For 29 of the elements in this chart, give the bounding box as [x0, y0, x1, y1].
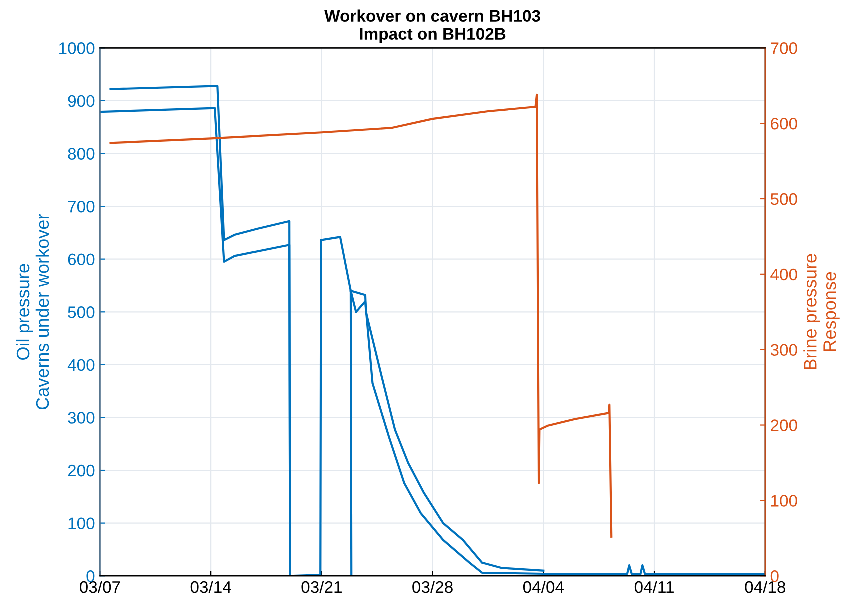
y2-axis-title: Brine pressure Response	[804, 254, 840, 370]
chart-title: Workover on cavern BH103 Impact on BH102B	[324, 10, 540, 44]
y-tick-label: 900	[68, 95, 95, 108]
y-axis-title: Oil pressure Caverns under workover	[16, 214, 50, 410]
y-tick-label: 1000	[60, 42, 95, 54]
x-tick-label: 03/28	[412, 580, 453, 594]
x-tick-label: 03/07	[80, 580, 120, 594]
y-tick-label: 700	[68, 200, 95, 213]
x-tick-label: 03/21	[302, 580, 342, 594]
y2-tick-label: 300	[770, 344, 798, 356]
y-tick-label: 500	[68, 306, 95, 318]
y-tick-label: 600	[68, 254, 95, 266]
y-tick-label: 800	[68, 148, 95, 160]
y2-tick-label: 0	[770, 570, 779, 582]
y2-tick-label: 100	[772, 495, 798, 507]
x-tick-label: 04/18	[745, 580, 786, 594]
y-tick-label: 200	[68, 464, 95, 477]
y2-tick-label: 600	[771, 118, 798, 130]
y-tick-label: 300	[68, 412, 95, 424]
x-tick-label: 03/14	[190, 580, 232, 594]
y2-tick-label: 500	[770, 193, 798, 206]
y-tick-label: 0	[86, 570, 95, 582]
y-tick-label: 100	[68, 518, 95, 530]
y2-tick-label: 400	[770, 268, 798, 281]
x-tick-label: 04/04	[523, 580, 564, 594]
x-tick-label: 04/11	[634, 580, 674, 594]
y2-tick-label: 200	[771, 420, 798, 432]
y-tick-label: 400	[68, 359, 95, 372]
y2-tick-label: 700	[771, 42, 798, 54]
